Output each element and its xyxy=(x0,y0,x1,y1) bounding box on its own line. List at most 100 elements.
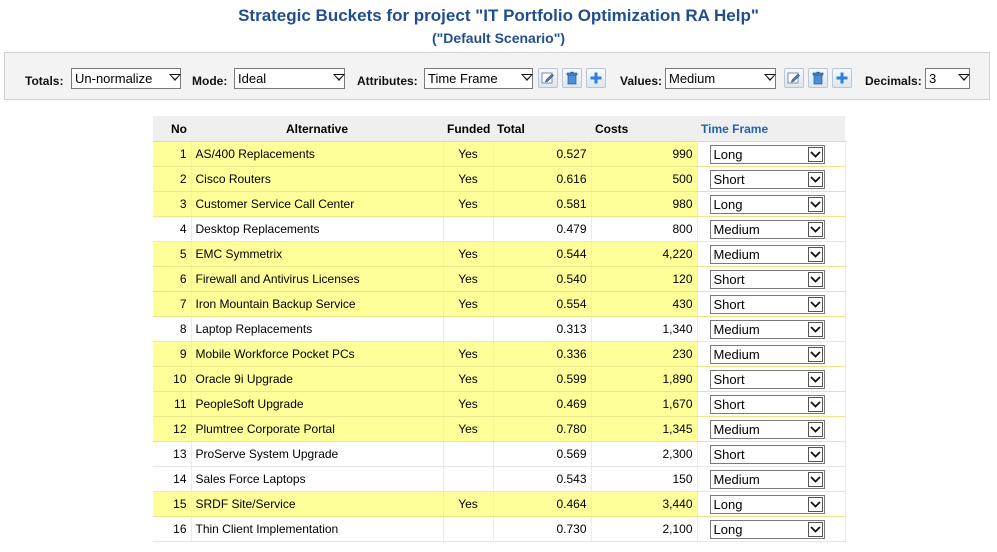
table-header-row: No Alternative Funded Total Costs Time F… xyxy=(153,116,845,142)
time-frame-select[interactable]: Short xyxy=(709,369,825,389)
time-frame-value: Medium xyxy=(713,346,760,362)
time-frame-select[interactable]: Long xyxy=(709,494,825,514)
funded-status xyxy=(443,466,494,492)
column-header-time-frame[interactable]: Time Frame xyxy=(697,116,845,142)
time-frame-select[interactable]: Medium xyxy=(709,344,825,364)
chevron-down-icon xyxy=(957,72,970,82)
alternative-name: EMC Symmetrix xyxy=(191,241,444,267)
cost-value: 2,100 xyxy=(591,516,698,542)
edit-attribute-button[interactable] xyxy=(538,68,558,88)
time-frame-value: Short xyxy=(713,446,745,462)
table-row: 2 Cisco Routers Yes 0.616 500 Short xyxy=(153,166,846,192)
total-value: 0.616 xyxy=(493,166,592,192)
time-frame-select[interactable]: Medium xyxy=(709,244,825,264)
total-value: 0.469 xyxy=(493,391,592,417)
chevron-down-icon xyxy=(807,246,823,262)
row-number: 3 xyxy=(153,191,192,217)
cost-value: 1,345 xyxy=(591,416,698,442)
cost-value: 430 xyxy=(591,291,698,317)
decimals-select-value: 3 xyxy=(929,71,937,86)
column-header-alternative[interactable]: Alternative xyxy=(191,116,443,142)
plus-icon xyxy=(590,72,602,84)
time-frame-select[interactable]: Long xyxy=(709,194,825,214)
time-frame-select[interactable]: Short xyxy=(709,444,825,464)
total-value: 0.543 xyxy=(493,466,592,492)
time-frame-cell: Short xyxy=(697,441,846,467)
funded-status: Yes xyxy=(443,291,494,317)
total-value: 0.599 xyxy=(493,366,592,392)
table-row: 11 PeopleSoft Upgrade Yes 0.469 1,670 Short xyxy=(153,391,846,417)
row-number: 16 xyxy=(153,516,192,542)
cost-value: 4,220 xyxy=(591,241,698,267)
time-frame-cell: Short xyxy=(697,166,846,192)
funded-status: Yes xyxy=(443,341,494,367)
table-row: 15 SRDF Site/Service Yes 0.464 3,440 Long xyxy=(153,491,846,517)
delete-value-button[interactable] xyxy=(808,68,828,88)
decimals-select[interactable]: 3 xyxy=(925,68,970,89)
time-frame-value: Long xyxy=(713,521,743,537)
mode-select[interactable]: Ideal xyxy=(234,68,345,89)
time-frame-select[interactable]: Long xyxy=(709,144,825,164)
time-frame-select[interactable]: Short xyxy=(709,169,825,189)
time-frame-cell: Long xyxy=(697,516,846,542)
scenario-subtitle: ("Default Scenario") xyxy=(431,30,566,46)
chevron-down-icon xyxy=(332,72,345,82)
time-frame-cell: Medium xyxy=(697,316,846,342)
chevron-down-icon xyxy=(763,72,776,82)
table-row: 14 Sales Force Laptops 0.543 150 Medium xyxy=(153,466,846,492)
values-select[interactable]: Medium xyxy=(665,68,776,89)
cost-value: 120 xyxy=(591,266,698,292)
time-frame-select[interactable]: Short xyxy=(709,269,825,289)
attributes-label: Attributes: xyxy=(357,74,418,88)
add-attribute-button[interactable] xyxy=(586,68,606,88)
cost-value: 150 xyxy=(591,466,698,492)
total-value: 0.540 xyxy=(493,266,592,292)
time-frame-value: Short xyxy=(713,371,745,387)
funded-status: Yes xyxy=(443,366,494,392)
attributes-select[interactable]: Time Frame xyxy=(424,68,533,89)
table-row: 10 Oracle 9i Upgrade Yes 0.599 1,890 Short xyxy=(153,366,846,392)
mode-select-value: Ideal xyxy=(238,71,267,86)
column-header-funded[interactable]: Funded xyxy=(443,116,493,142)
chevron-down-icon xyxy=(807,321,823,337)
time-frame-select[interactable]: Short xyxy=(709,294,825,314)
add-value-button[interactable] xyxy=(832,68,852,88)
time-frame-select[interactable]: Medium xyxy=(709,219,825,239)
table-row: 4 Desktop Replacements 0.479 800 Medium xyxy=(153,216,846,242)
time-frame-select[interactable]: Short xyxy=(709,394,825,414)
time-frame-select[interactable]: Medium xyxy=(709,469,825,489)
column-header-no[interactable]: No xyxy=(153,116,191,142)
alternative-name: Iron Mountain Backup Service xyxy=(191,291,444,317)
totals-select[interactable]: Un-normalize xyxy=(71,68,181,89)
funded-status xyxy=(443,516,494,542)
time-frame-select[interactable]: Long xyxy=(709,519,825,539)
time-frame-select[interactable]: Medium xyxy=(709,319,825,339)
time-frame-value: Long xyxy=(713,496,743,512)
totals-select-value: Un-normalize xyxy=(75,71,153,86)
cost-value: 800 xyxy=(591,216,698,242)
table-row: 9 Mobile Workforce Pocket PCs Yes 0.336 230 M… xyxy=(153,341,846,367)
column-header-costs[interactable]: Costs xyxy=(591,116,697,142)
time-frame-cell: Medium xyxy=(697,241,846,267)
chevron-down-icon xyxy=(807,496,823,512)
column-header-total[interactable]: Total xyxy=(493,116,591,142)
time-frame-cell: Short xyxy=(697,291,846,317)
table-row: 16 Thin Client Implementation 0.730 2,100 Lo… xyxy=(153,516,846,542)
funded-status xyxy=(443,441,494,467)
time-frame-value: Short xyxy=(713,396,745,412)
time-frame-value: Long xyxy=(713,196,743,212)
delete-attribute-button[interactable] xyxy=(562,68,582,88)
time-frame-select[interactable]: Medium xyxy=(709,419,825,439)
alternatives-table: No Alternative Funded Total Costs Time F… xyxy=(153,116,846,542)
time-frame-cell: Long xyxy=(697,191,846,217)
row-number: 9 xyxy=(153,341,192,367)
funded-status: Yes xyxy=(443,391,494,417)
chevron-down-icon xyxy=(168,72,181,82)
total-value: 0.554 xyxy=(493,291,592,317)
edit-value-button[interactable] xyxy=(784,68,804,88)
time-frame-cell: Medium xyxy=(697,341,846,367)
decimals-label: Decimals: xyxy=(865,74,922,88)
cost-value: 1,890 xyxy=(591,366,698,392)
row-number: 10 xyxy=(153,366,192,392)
table-row: 3 Customer Service Call Center Yes 0.581 980… xyxy=(153,191,846,217)
